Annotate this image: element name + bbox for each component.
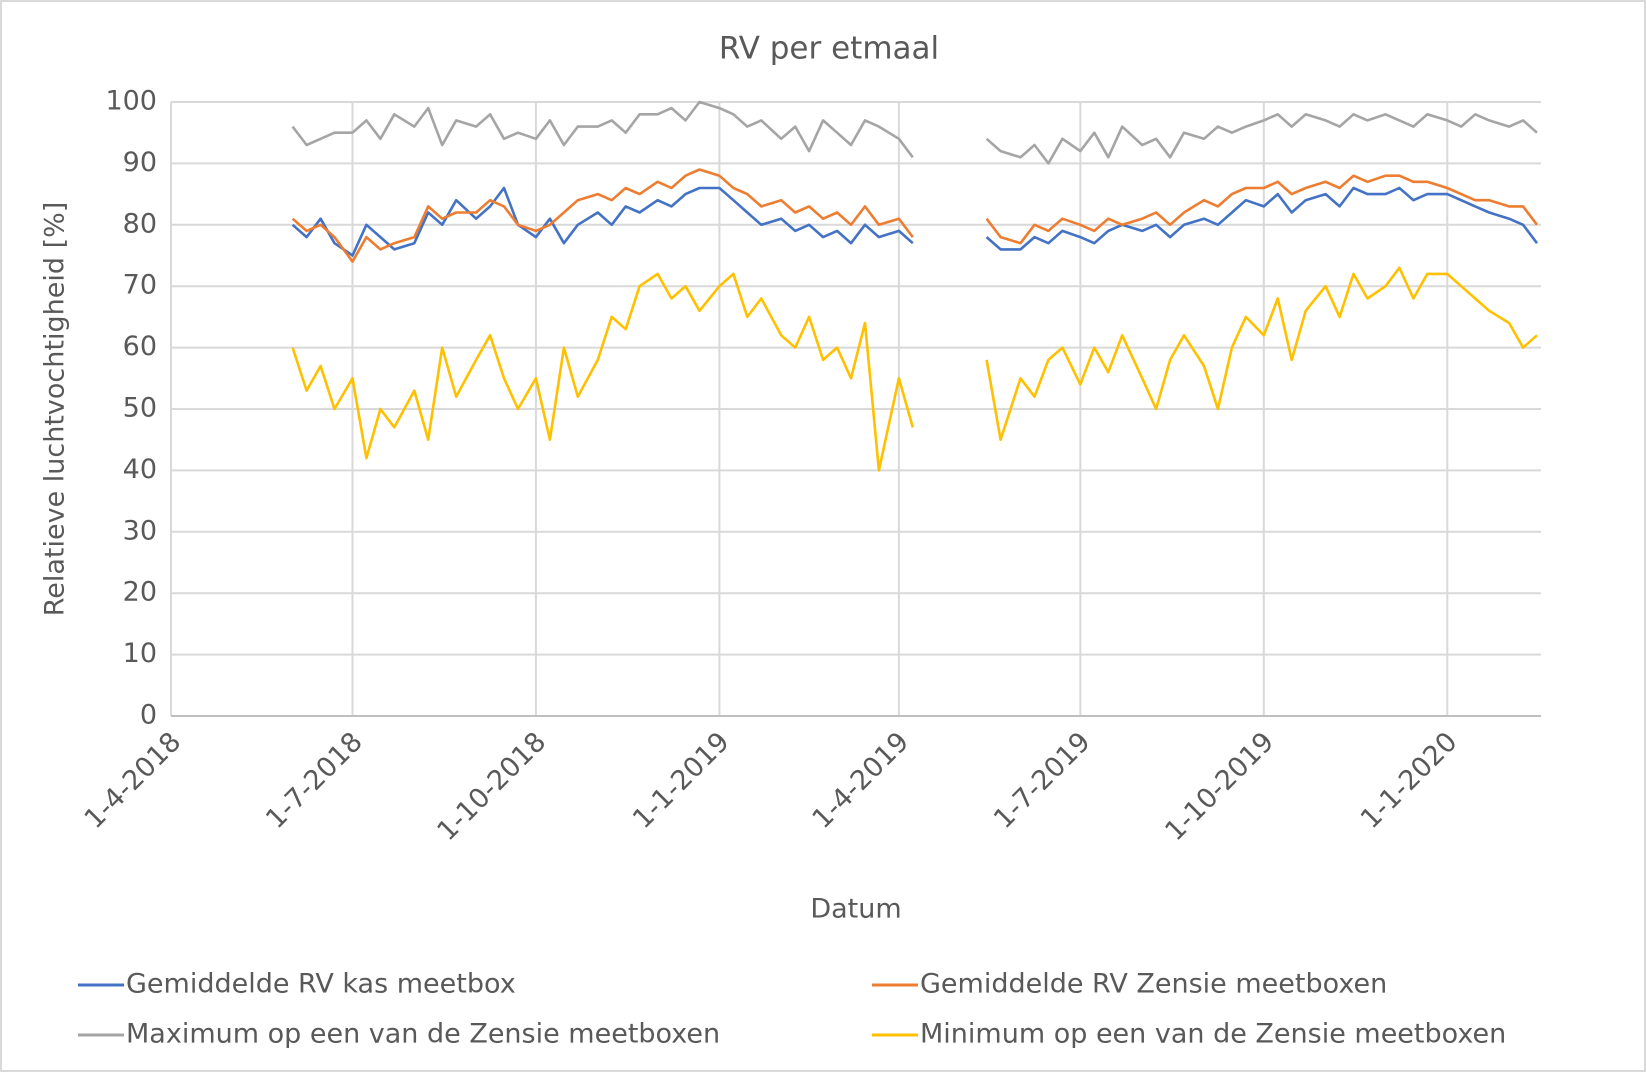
x-axis-label: Datum	[810, 894, 901, 925]
y-tick-label: 60	[123, 331, 157, 362]
y-tick-label: 10	[123, 638, 157, 669]
y-tick-label: 70	[123, 270, 157, 301]
y-tick-label: 40	[123, 454, 157, 485]
legend-label: Minimum op een van de Zensie meetboxen	[920, 1019, 1506, 1050]
legend-label: Gemiddelde RV Zensie meetboxen	[920, 969, 1387, 1000]
series-line	[291, 266, 1538, 472]
legend-label: Gemiddelde RV kas meetbox	[126, 969, 516, 1000]
y-axis-label: Relatieve luchtvochtigheid [%]	[40, 202, 71, 617]
series-line	[291, 168, 1539, 263]
y-tick-label: 30	[123, 515, 157, 546]
y-tick-label: 50	[123, 393, 157, 424]
y-tick-label: 0	[140, 700, 157, 731]
series-line	[291, 100, 1538, 165]
y-tick-label: 80	[123, 208, 157, 239]
y-tick-label: 20	[123, 577, 157, 608]
chart-title: RV per etmaal	[719, 31, 939, 67]
series-line	[291, 186, 1539, 257]
y-tick-label: 90	[123, 147, 157, 178]
legend-label: Maximum op een van de Zensie meetboxen	[126, 1019, 720, 1050]
y-tick-label: 100	[105, 86, 157, 117]
